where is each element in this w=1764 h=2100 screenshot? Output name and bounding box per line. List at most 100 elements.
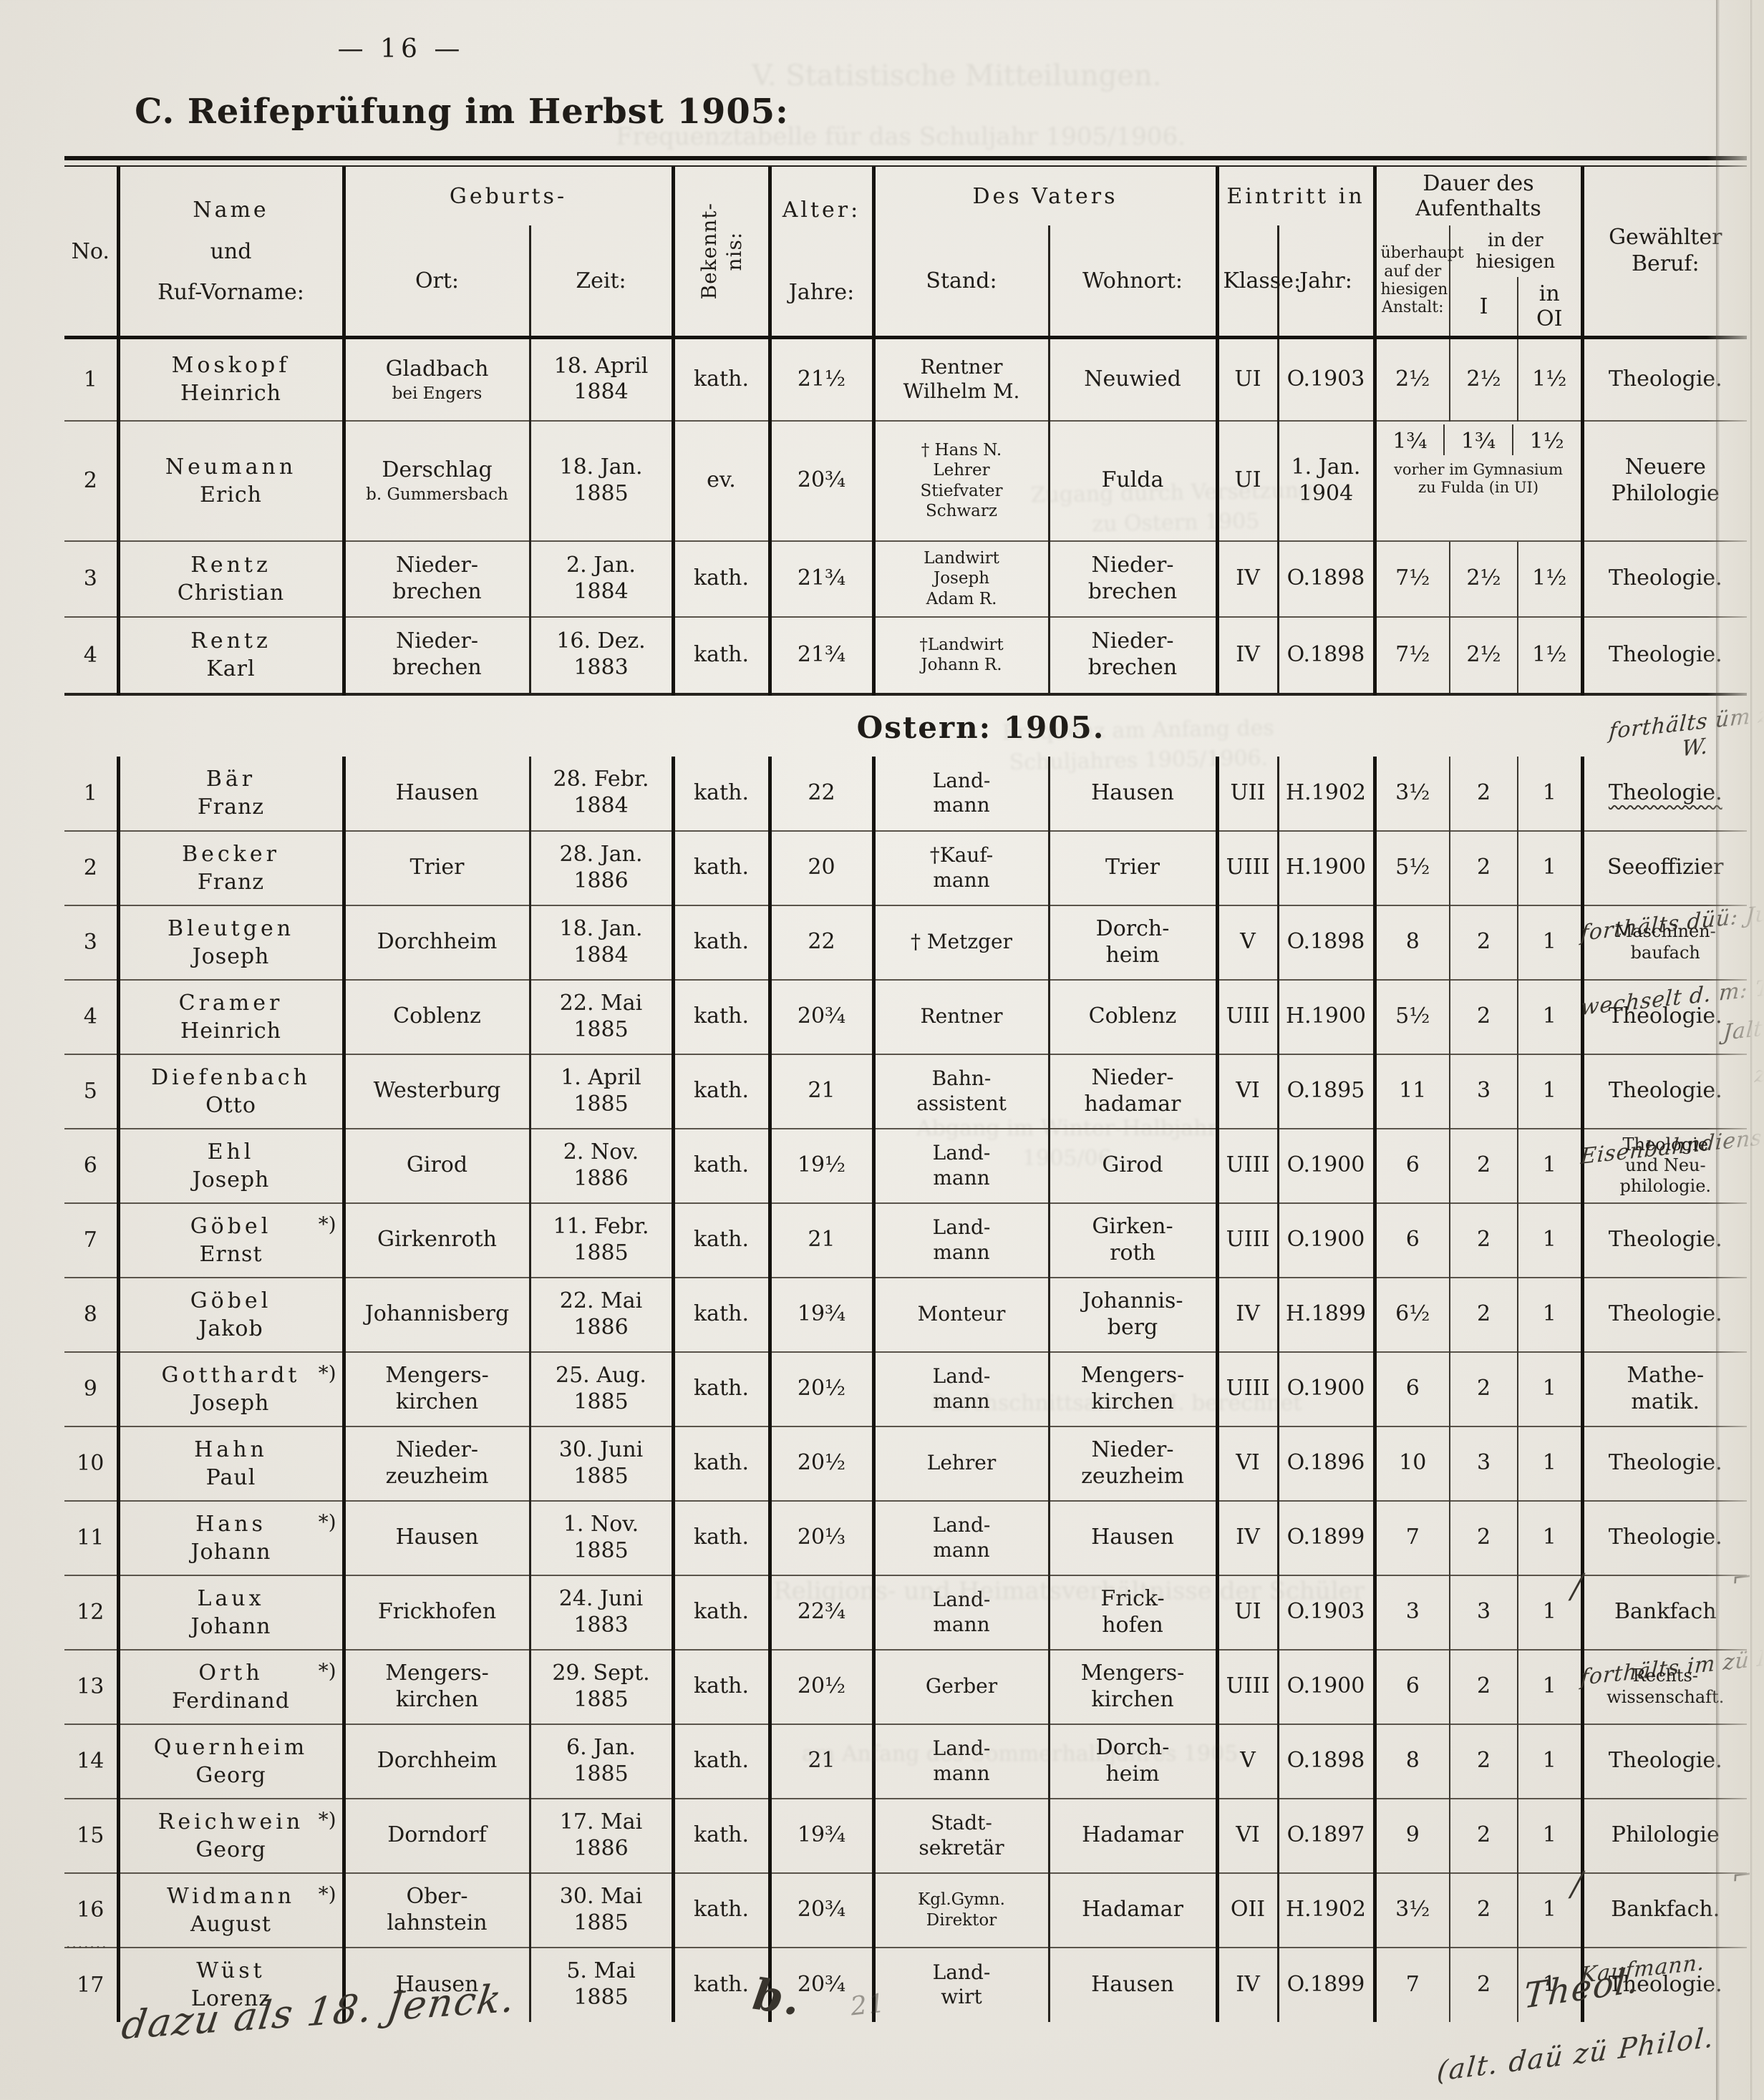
cell-d1: 11 [1372,1053,1450,1129]
handwritten-mark: b. [750,1969,805,2026]
cell-stand: Kgl.Gymn. Direktor [871,1872,1049,1948]
cell-stand: Monteur [871,1276,1049,1352]
student-surname: Neumann [125,454,338,480]
student-surname: Cramer [125,991,338,1016]
table-header: No. Name und Ruf-Vorname: Geburts- Beken… [64,167,1748,339]
header-name: Name und Ruf-Vorname: [116,167,344,339]
cell-ort: Hausen [341,1499,530,1575]
cell-bek: kath. [671,756,770,831]
cell-bek: kath. [671,1797,770,1873]
student-firstname: August [190,1911,271,1937]
footnote-asterisk: *) [318,1658,336,1683]
cell-klasse: VI [1215,1053,1278,1129]
ostern-table-row: 8 Göbel Jakob Johannisberg 22. Mai 1886 kath.… [64,1276,1747,1352]
cell-ort: Johannisberg [341,1276,530,1352]
cell-stand: Land- mann [871,1351,1049,1426]
cell-zeit: 16. Dez. 1883 [528,616,673,696]
student-surname: Laux [125,1586,338,1611]
footnote-asterisk: *) [318,1361,336,1385]
cell-alter: 21¾ [767,616,873,696]
surname-text: Ehl [207,1139,255,1165]
cell-jahr: H.1900 [1276,830,1375,905]
cell-stand: Rentner [871,978,1049,1054]
student-firstname: Joseph [192,1167,270,1192]
cell-stand: Land- mann [871,1723,1049,1799]
surname-text: Rentz [190,628,271,653]
chosen-profession: Seeoffizier [1606,855,1724,880]
cell-bek: kath. [671,337,770,421]
chosen-profession: Bankfach. [1611,1897,1720,1922]
header-jahr: Jahr: [1276,225,1375,339]
cell-bek: kath. [671,1499,770,1575]
cell-d1: 7 [1372,1499,1450,1575]
cell-d1: 10 [1372,1425,1450,1501]
cell-jahr: O.1900 [1276,1351,1375,1426]
cell-bek: kath. [671,1351,770,1426]
footnote-asterisk: *) [318,1510,336,1534]
cell-wohnort: Coblenz [1047,978,1217,1054]
chosen-profession: Theologie. [1608,1971,1722,1997]
cell-stand: Land- mann [871,756,1049,831]
cell-d3: 1 [1517,1648,1582,1724]
student-surname: Rentz [125,628,338,653]
cell-d1: 5½ [1372,978,1450,1054]
chosen-profession: Theologie. [1608,565,1722,591]
cell-wohnort: Neuwied [1047,337,1217,421]
cell-wohnort: Nieder- brechen [1047,616,1217,696]
cell-alter: 20¾ [767,978,873,1054]
cell-ort: Mengers- kirchen [341,1648,530,1724]
birthplace-main: Dorndorf [387,1822,487,1848]
header-klasse: Klasse: [1215,225,1301,339]
cell-name: Gotthardt *) Joseph [116,1351,344,1426]
cell-alter: 22¾ [767,1574,873,1650]
cell-zeit: 17. Mai 1886 [528,1797,673,1873]
cell-d2: 2 [1449,978,1518,1054]
cell-klasse: UIII [1215,830,1278,905]
cell-no: 12 [64,1574,118,1650]
ostern-table-row: 9 Gotthardt *) Joseph Mengers- kirchen 25. Au… [64,1351,1747,1426]
surname-text: Hahn [194,1437,268,1462]
cell-stand: Land- mann [871,1127,1049,1203]
birthplace-main: Girod [406,1152,468,1178]
cell-alter: 20¾ [767,1872,873,1948]
cell-d1: 8 [1372,904,1450,980]
cell-d3: 1 [1517,978,1582,1054]
cell-jahr: O.1900 [1276,1202,1375,1278]
cell-d3: 1 [1517,1425,1582,1501]
cell-no: 11 [64,1499,118,1575]
cell-zeit: 11. Febr. 1885 [528,1202,673,1278]
cell-wohnort: Girod [1047,1127,1217,1203]
cell-no: 6 [64,1127,118,1203]
student-surname: Gotthardt *) [125,1361,338,1388]
chosen-profession: Theologie. [1608,366,1722,392]
cell-zeit: 18. April 1884 [528,337,673,421]
cell-d2: 2 [1449,904,1518,980]
cell-d2: 2 [1449,1872,1518,1948]
handwritten-number: 21 [848,1988,888,2022]
birthplace-main: Trier [410,855,465,880]
student-firstname: Christian [177,580,285,606]
birthplace-main: Hausen [395,1971,479,1997]
student-surname: Göbel [125,1288,338,1313]
top-double-rule [64,156,1747,167]
cell-no: 1 [83,780,97,806]
student-surname: Hans *) [125,1510,338,1537]
header-name-line2: und [210,238,252,264]
birthplace-main: Dorchheim [377,1748,498,1774]
cell-name: Rentz Christian [116,540,344,617]
cell-alter: 21½ [767,337,873,421]
cell-d3: 1 [1517,1797,1582,1873]
cell-d3: 1 [1517,1276,1582,1352]
cell-d1: 5½ [1372,830,1450,905]
cell-d2: 2 [1449,1276,1518,1352]
cell-jahr: O.1896 [1276,1425,1375,1501]
ostern-table-row: 5 Diefenbach Otto Westerburg 1. April 1885 ka… [64,1015,1764,1170]
cell-ort: Dorchheim [341,904,530,980]
header-alter: Alter: Jahre: [767,167,873,339]
cell-bek: kath. [671,1053,770,1129]
cell-d3: 1 [1517,1202,1582,1278]
cell-klasse: UI [1215,419,1278,541]
cell-no: 5 [64,1053,118,1129]
cell-d1: 6½ [1372,1276,1450,1352]
cell-alter: 21¾ [767,540,873,617]
